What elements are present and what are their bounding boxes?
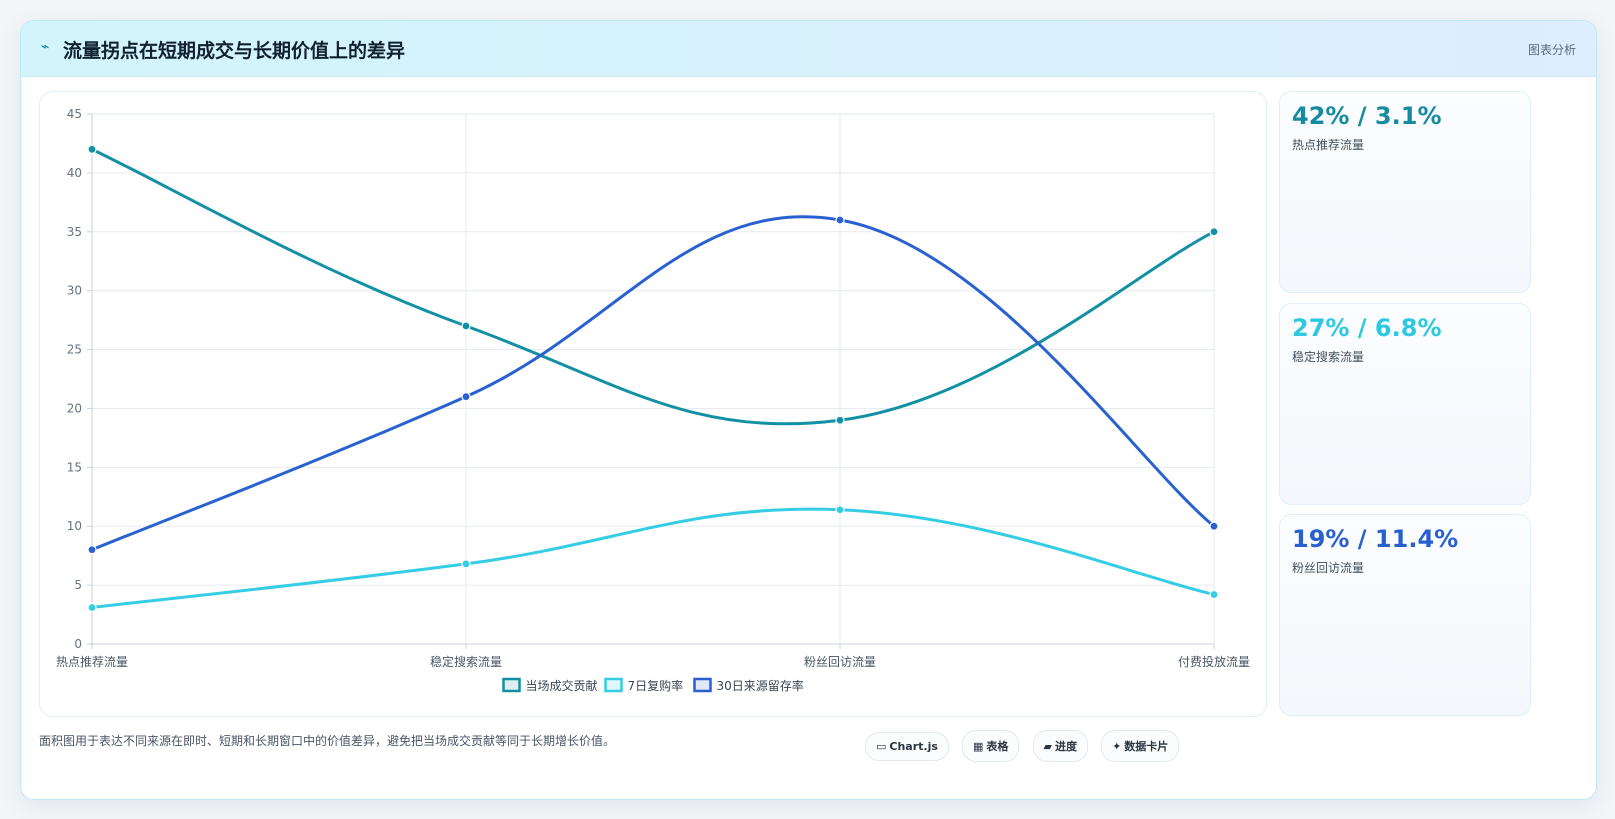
pill-table[interactable]: ▦ 表格 bbox=[962, 730, 1020, 762]
y-tick-label: 20 bbox=[67, 401, 82, 415]
view-switcher: ▭ Chart.js ▦ 表格 ▰ 进度 ✦ 数据卡片 bbox=[865, 730, 1187, 762]
x-tick-label: 付费投放流量 bbox=[1178, 654, 1250, 669]
stat-card-fans: 19% / 11.4% 粉丝回访流量 bbox=[1279, 514, 1531, 716]
y-tick-label: 45 bbox=[67, 107, 82, 121]
y-tick-label: 15 bbox=[67, 460, 82, 474]
table-icon: ▦ bbox=[973, 740, 984, 753]
chart-analysis-tag: 图表分析 bbox=[1527, 43, 1576, 57]
stat-card-hot: 42% / 3.1% 热点推荐流量 bbox=[1279, 91, 1531, 293]
y-tick-label: 25 bbox=[67, 343, 82, 357]
stat-value: 42% / 3.1% bbox=[1292, 102, 1442, 130]
pill-progress[interactable]: ▰ 进度 bbox=[1032, 730, 1088, 762]
series-line bbox=[91, 147, 1215, 426]
chart-panel: 0 5 10 15 20 25 30 35 40 45 热点推荐流量 稳定搜索流量 粉丝回访流量 付费投放… bbox=[39, 91, 1267, 717]
stat-label: 稳定搜索流量 bbox=[1292, 350, 1365, 364]
x-tick-label: 粉丝回访流量 bbox=[804, 655, 876, 669]
pill-label: 数据卡片 bbox=[1124, 740, 1169, 753]
x-tick-label: 稳定搜索流量 bbox=[430, 654, 502, 669]
data-point bbox=[835, 505, 845, 515]
legend-label: 30日来源留存率 bbox=[717, 678, 804, 693]
stat-value: 27% / 6.8% bbox=[1292, 314, 1442, 342]
y-tick-label: 40 bbox=[67, 166, 82, 180]
stat-value: 19% / 11.4% bbox=[1292, 525, 1459, 553]
chart-icon: ▭ bbox=[876, 740, 887, 753]
pill-label: 表格 bbox=[986, 740, 1009, 753]
series-line bbox=[91, 215, 1215, 552]
y-tick-label: 10 bbox=[67, 519, 82, 533]
chart-card: ⌁ 流量拐点在短期成交与长期价值上的差异 图表分析 0 5 10 15 20 25 30 35… bbox=[20, 20, 1597, 800]
data-point bbox=[1209, 227, 1219, 237]
pill-label: Chart.js bbox=[889, 740, 938, 753]
pill-data-card[interactable]: ✦ 数据卡片 bbox=[1101, 730, 1180, 762]
footer-note: 面积图用于表达不同来源在即时、短期和长期窗口中的价值差异，避免把当场成交贡献等同… bbox=[39, 734, 616, 748]
y-tick-label: 35 bbox=[67, 225, 82, 239]
pill-label: 进度 bbox=[1054, 740, 1077, 753]
trend-icon: ⌁ bbox=[41, 39, 50, 55]
y-tick-label: 0 bbox=[74, 637, 82, 651]
data-point bbox=[87, 602, 97, 613]
stat-card-search: 27% / 6.8% 稳定搜索流量 bbox=[1279, 303, 1531, 505]
stat-label: 热点推荐流量 bbox=[1292, 138, 1365, 152]
data-point bbox=[1209, 521, 1219, 531]
data-point bbox=[1209, 589, 1219, 600]
data-point bbox=[461, 392, 471, 402]
progress-icon: ▰ bbox=[1043, 740, 1052, 753]
legend-label: 7日复购率 bbox=[628, 678, 684, 693]
y-tick-label: 30 bbox=[67, 284, 82, 298]
line-chart: 0 5 10 15 20 25 30 35 40 45 热点推荐流量 稳定搜索流量 粉丝回访流量 付费投放… bbox=[56, 107, 1250, 693]
data-point bbox=[835, 415, 845, 425]
legend-swatch bbox=[502, 677, 521, 693]
pill-chartjs[interactable]: ▭ Chart.js bbox=[865, 732, 949, 761]
data-point bbox=[461, 321, 471, 331]
card-header: ⌁ 流量拐点在短期成交与长期价值上的差异 图表分析 bbox=[21, 21, 1596, 77]
series-line bbox=[91, 507, 1215, 609]
legend-label: 当场成交贡献 bbox=[526, 678, 598, 693]
data-point bbox=[87, 545, 97, 555]
y-tick-label: 5 bbox=[74, 578, 82, 592]
stat-label: 粉丝回访流量 bbox=[1292, 561, 1365, 575]
data-point bbox=[461, 559, 471, 569]
data-point bbox=[835, 215, 845, 225]
chart-title: 流量拐点在短期成交与长期价值上的差异 bbox=[63, 40, 406, 62]
sparkle-icon: ✦ bbox=[1112, 740, 1122, 753]
data-point bbox=[87, 144, 97, 154]
x-tick-label: 热点推荐流量 bbox=[56, 655, 128, 669]
legend-swatch bbox=[693, 677, 712, 693]
legend-swatch bbox=[604, 677, 623, 693]
